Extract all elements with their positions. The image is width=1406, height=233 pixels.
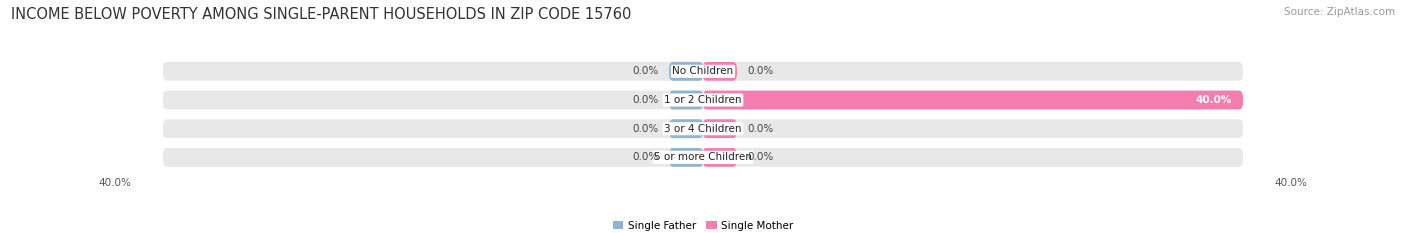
Text: Source: ZipAtlas.com: Source: ZipAtlas.com xyxy=(1284,7,1395,17)
FancyBboxPatch shape xyxy=(703,91,1243,110)
Text: 1 or 2 Children: 1 or 2 Children xyxy=(664,95,742,105)
Text: 0.0%: 0.0% xyxy=(633,95,658,105)
FancyBboxPatch shape xyxy=(163,119,1243,138)
Text: 0.0%: 0.0% xyxy=(748,66,773,76)
FancyBboxPatch shape xyxy=(703,148,737,167)
FancyBboxPatch shape xyxy=(669,119,703,138)
Legend: Single Father, Single Mother: Single Father, Single Mother xyxy=(609,217,797,233)
FancyBboxPatch shape xyxy=(163,148,1243,167)
Text: 40.0%: 40.0% xyxy=(1195,95,1232,105)
FancyBboxPatch shape xyxy=(163,62,1243,81)
Text: 0.0%: 0.0% xyxy=(748,124,773,134)
FancyBboxPatch shape xyxy=(163,91,1243,110)
Text: No Children: No Children xyxy=(672,66,734,76)
Text: 0.0%: 0.0% xyxy=(633,124,658,134)
FancyBboxPatch shape xyxy=(669,148,703,167)
Text: 0.0%: 0.0% xyxy=(633,152,658,162)
Text: 40.0%: 40.0% xyxy=(1275,178,1308,188)
Text: 0.0%: 0.0% xyxy=(748,152,773,162)
FancyBboxPatch shape xyxy=(669,91,703,110)
FancyBboxPatch shape xyxy=(669,62,703,81)
Text: 3 or 4 Children: 3 or 4 Children xyxy=(664,124,742,134)
Text: 40.0%: 40.0% xyxy=(98,178,131,188)
Text: 5 or more Children: 5 or more Children xyxy=(654,152,752,162)
FancyBboxPatch shape xyxy=(703,119,737,138)
Text: 0.0%: 0.0% xyxy=(633,66,658,76)
Text: INCOME BELOW POVERTY AMONG SINGLE-PARENT HOUSEHOLDS IN ZIP CODE 15760: INCOME BELOW POVERTY AMONG SINGLE-PARENT… xyxy=(11,7,631,22)
FancyBboxPatch shape xyxy=(703,62,737,81)
